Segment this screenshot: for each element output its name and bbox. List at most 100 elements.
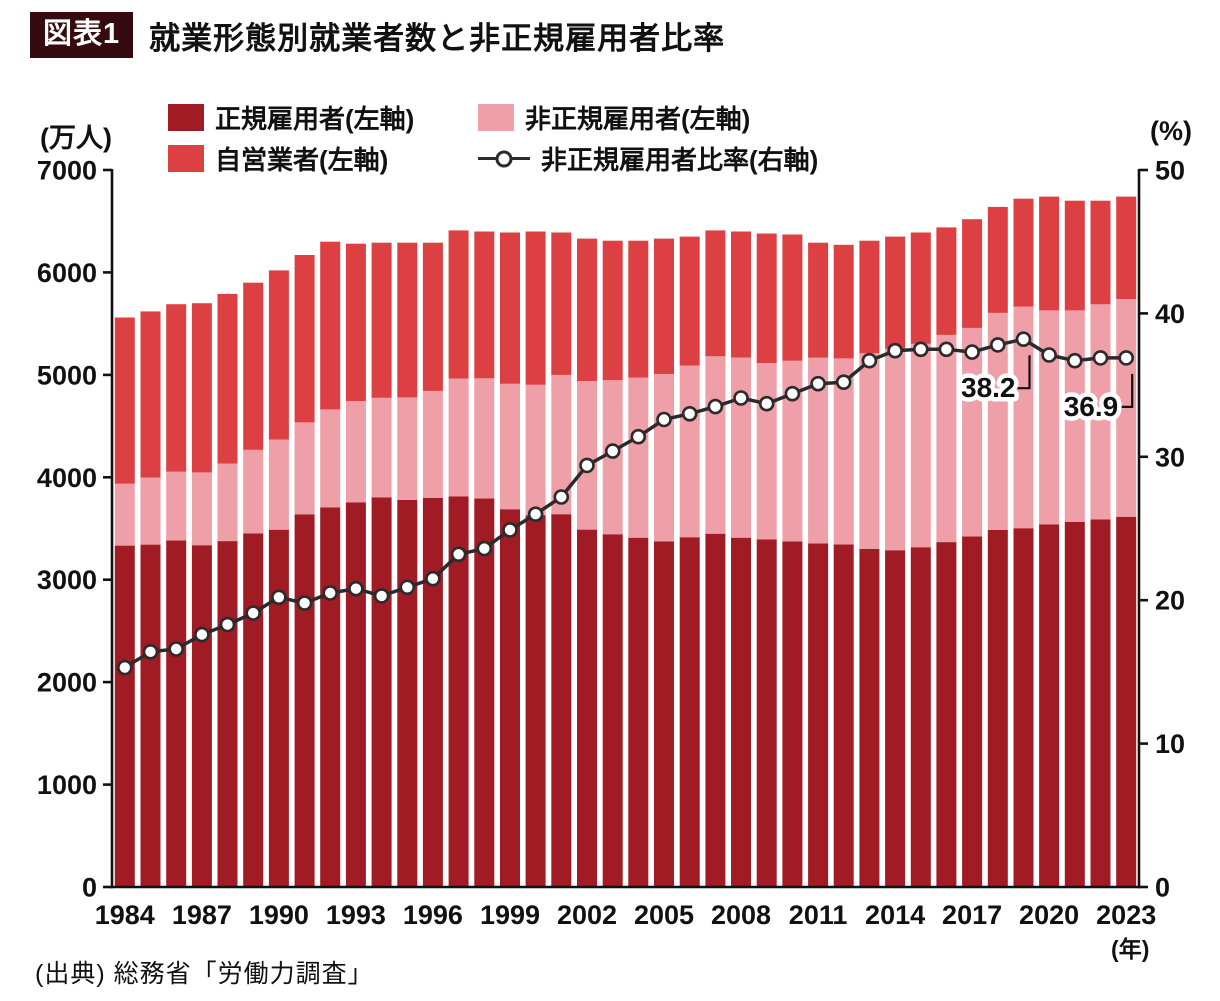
bar-segment bbox=[987, 530, 1008, 887]
legend-dot bbox=[495, 150, 513, 167]
svg-text:1996: 1996 bbox=[403, 900, 463, 930]
bar-segment bbox=[371, 242, 392, 398]
bar-segment bbox=[268, 529, 289, 887]
svg-text:7000: 7000 bbox=[37, 156, 97, 186]
bar-segment bbox=[191, 472, 212, 546]
svg-text:50: 50 bbox=[1155, 156, 1185, 186]
x-axis-suffix: (年) bbox=[1111, 936, 1149, 962]
bar-segment bbox=[191, 303, 212, 473]
svg-text:10: 10 bbox=[1155, 729, 1185, 759]
bar-segment bbox=[1039, 524, 1060, 887]
figure-header: 図表1 就業形態別就業者数と非正規雇用者比率 bbox=[30, 12, 725, 58]
bar-segment bbox=[808, 543, 829, 887]
legend-label: 非正規雇用者(左軸) bbox=[525, 104, 751, 134]
bar-segment bbox=[525, 384, 546, 516]
bar-segment bbox=[1039, 196, 1060, 311]
bar-segment bbox=[551, 514, 572, 887]
ratio-point bbox=[527, 506, 544, 523]
legend-item-selfemployed: 自営業者(左軸) bbox=[168, 144, 478, 175]
bar-segment bbox=[345, 401, 366, 503]
svg-text:3000: 3000 bbox=[37, 565, 97, 595]
bar-segment bbox=[679, 236, 700, 366]
ratio-point bbox=[912, 341, 929, 358]
bar-segment bbox=[731, 537, 751, 887]
bar-segment bbox=[577, 529, 597, 887]
annotation-connector bbox=[1120, 373, 1134, 408]
bar-segment bbox=[679, 365, 700, 538]
bar-segment bbox=[448, 496, 469, 887]
source-note: (出典) 総務省「労働力調査」 bbox=[35, 960, 374, 988]
bar-segment bbox=[422, 497, 443, 887]
bar-segment bbox=[628, 377, 649, 538]
bar-segment bbox=[140, 311, 161, 478]
svg-text:0: 0 bbox=[1155, 873, 1170, 903]
right-axis-unit-label: (%) bbox=[1150, 116, 1192, 146]
bar-segment bbox=[191, 545, 212, 887]
ratio-point bbox=[656, 411, 672, 428]
ratio-point bbox=[989, 337, 1006, 353]
bar-segment bbox=[551, 232, 572, 375]
svg-text:1984: 1984 bbox=[95, 900, 155, 930]
svg-text:2011: 2011 bbox=[789, 900, 848, 930]
bar-segment bbox=[397, 242, 418, 398]
bar-segment bbox=[1013, 528, 1034, 887]
legend-label: 自営業者(左軸) bbox=[215, 145, 389, 175]
annotation-label: 38.2 bbox=[961, 372, 1016, 403]
bar-segment bbox=[705, 230, 726, 357]
ratio-point bbox=[1118, 350, 1134, 366]
ratio-point bbox=[1067, 352, 1083, 369]
svg-text:1990: 1990 bbox=[249, 900, 309, 930]
ratio-point bbox=[168, 641, 184, 657]
annotations: 38.2 36.9 bbox=[957, 355, 1134, 426]
bar-segment bbox=[294, 422, 315, 515]
ratio-point bbox=[296, 595, 313, 611]
bar-segment bbox=[602, 240, 623, 381]
bar-segment bbox=[833, 358, 854, 545]
bar-segment bbox=[448, 378, 469, 497]
bar-segment bbox=[782, 541, 803, 887]
bar-segment bbox=[345, 502, 366, 887]
bar-segment bbox=[731, 231, 751, 358]
bar-segment bbox=[962, 536, 983, 887]
bar-segment bbox=[525, 515, 546, 887]
axes bbox=[103, 168, 1148, 889]
bar-segment bbox=[1064, 521, 1085, 887]
svg-text:2017: 2017 bbox=[942, 900, 1002, 930]
bar-segment bbox=[166, 540, 187, 887]
legend-item-nonregular: 非正規雇用者(左軸) bbox=[478, 103, 818, 134]
legend-line-marker-icon bbox=[478, 145, 530, 172]
bar-segment bbox=[114, 317, 135, 484]
bar-segment bbox=[885, 236, 906, 349]
bar-segment bbox=[474, 498, 495, 887]
legend-swatch-regular bbox=[168, 104, 204, 131]
bar-segment bbox=[705, 533, 726, 887]
bar-segment bbox=[217, 463, 238, 542]
ratio-line bbox=[123, 337, 1128, 670]
bar-segment bbox=[1116, 196, 1137, 300]
bar-segment bbox=[320, 507, 341, 887]
ratio-point bbox=[681, 405, 698, 422]
svg-text:1999: 1999 bbox=[480, 900, 540, 930]
legend-swatch-selfemployed bbox=[168, 145, 204, 172]
stacked-bars bbox=[114, 196, 1137, 887]
bar-segment bbox=[987, 206, 1008, 313]
bar-segment bbox=[885, 348, 906, 551]
ratio-point bbox=[425, 570, 441, 587]
ratio-point bbox=[553, 489, 570, 505]
bar-segment bbox=[987, 312, 1008, 530]
ratio-point bbox=[245, 605, 261, 621]
ratio-point bbox=[219, 616, 236, 633]
svg-text:2023: 2023 bbox=[1096, 900, 1156, 930]
bar-segment bbox=[1039, 310, 1060, 525]
ratio-point bbox=[450, 546, 467, 563]
svg-text:6000: 6000 bbox=[37, 258, 97, 288]
bar-segment bbox=[962, 219, 983, 328]
left-axis-unit-label: (万人) bbox=[40, 123, 112, 153]
bar-segment bbox=[1116, 516, 1137, 887]
annotation-connector bbox=[1017, 355, 1031, 390]
ratio-point bbox=[373, 588, 390, 604]
svg-text:4000: 4000 bbox=[37, 463, 97, 493]
bar-segment bbox=[243, 282, 264, 450]
bar-segment bbox=[474, 378, 495, 499]
bar-segment bbox=[320, 409, 341, 508]
